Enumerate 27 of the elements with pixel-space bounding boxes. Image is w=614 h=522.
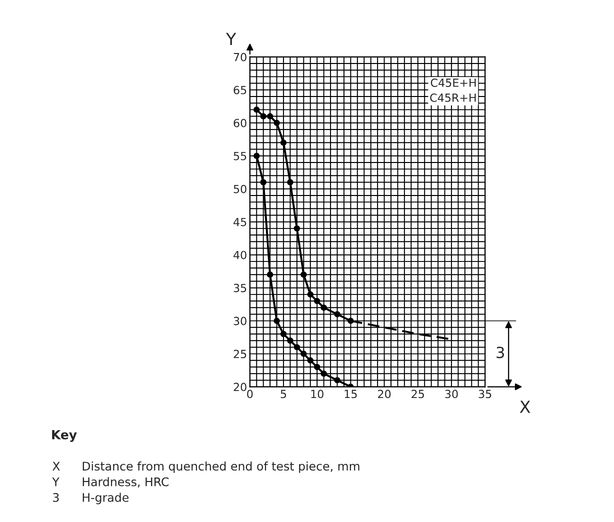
x-tick-label: 25 xyxy=(412,390,424,398)
x-axis-title: X xyxy=(520,400,530,413)
x-tick-label: 5 xyxy=(280,390,286,398)
text: Key xyxy=(52,430,77,442)
y-axis-title: Y xyxy=(226,32,236,45)
x-tick-label: 15 xyxy=(344,390,357,398)
y-tick-label: 50 xyxy=(234,184,246,194)
y-tick-label: 60 xyxy=(234,118,246,128)
text: 3 H-grade xyxy=(53,492,129,504)
y-tick-label: 20 xyxy=(234,382,246,392)
y-tick-label: 25 xyxy=(234,350,246,358)
annotation: C45E+H C45R+H xyxy=(430,78,476,102)
x-tick-label: 20 xyxy=(378,390,391,398)
y-tick-label: 35 xyxy=(234,284,246,292)
text: Y Hardness, HRC xyxy=(52,477,169,488)
y-tick-label: 30 xyxy=(234,316,246,326)
x-tick-label: 0 xyxy=(247,390,253,398)
y-tick-label: 55 xyxy=(234,152,246,160)
y-tick-label: 65 xyxy=(234,86,246,94)
text: 3 xyxy=(496,346,504,358)
y-tick-label: 45 xyxy=(234,218,246,226)
y-tick-label: 40 xyxy=(234,250,246,260)
text: X Distance from quenched end of test piece, mm xyxy=(52,461,360,473)
x-tick-label: 30 xyxy=(445,390,458,398)
x-tick-label: 10 xyxy=(311,390,324,398)
y-tick-label: 70 xyxy=(234,52,246,62)
x-tick-label: 35 xyxy=(478,390,492,398)
